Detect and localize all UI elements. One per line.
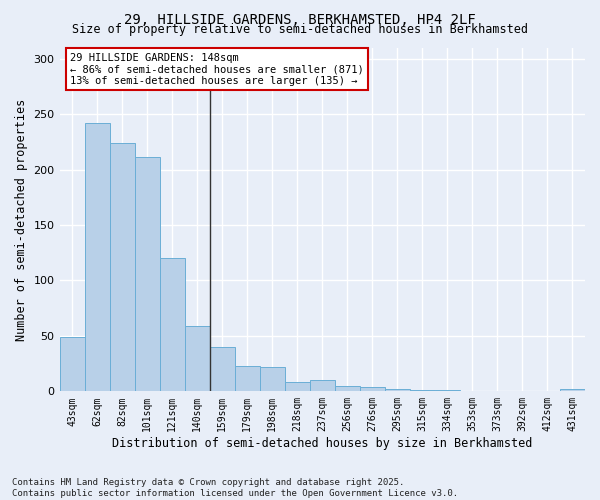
Text: Contains HM Land Registry data © Crown copyright and database right 2025.
Contai: Contains HM Land Registry data © Crown c… <box>12 478 458 498</box>
Bar <box>310 380 335 392</box>
Bar <box>59 337 85 392</box>
Text: 29 HILLSIDE GARDENS: 148sqm
← 86% of semi-detached houses are smaller (871)
13% : 29 HILLSIDE GARDENS: 148sqm ← 86% of sem… <box>70 52 364 86</box>
Y-axis label: Number of semi-detached properties: Number of semi-detached properties <box>15 98 28 340</box>
Bar <box>209 347 235 392</box>
Bar <box>385 389 410 392</box>
Bar <box>110 143 134 392</box>
Bar <box>360 387 385 392</box>
Bar <box>185 326 209 392</box>
Bar <box>160 258 185 392</box>
X-axis label: Distribution of semi-detached houses by size in Berkhamsted: Distribution of semi-detached houses by … <box>112 437 532 450</box>
Text: Size of property relative to semi-detached houses in Berkhamsted: Size of property relative to semi-detach… <box>72 22 528 36</box>
Bar <box>410 390 435 392</box>
Bar <box>134 158 160 392</box>
Text: 29, HILLSIDE GARDENS, BERKHAMSTED, HP4 2LF: 29, HILLSIDE GARDENS, BERKHAMSTED, HP4 2… <box>124 12 476 26</box>
Bar <box>235 366 260 392</box>
Bar <box>285 382 310 392</box>
Bar <box>335 386 360 392</box>
Bar <box>85 123 110 392</box>
Bar <box>560 389 585 392</box>
Bar <box>435 390 460 392</box>
Bar <box>260 367 285 392</box>
